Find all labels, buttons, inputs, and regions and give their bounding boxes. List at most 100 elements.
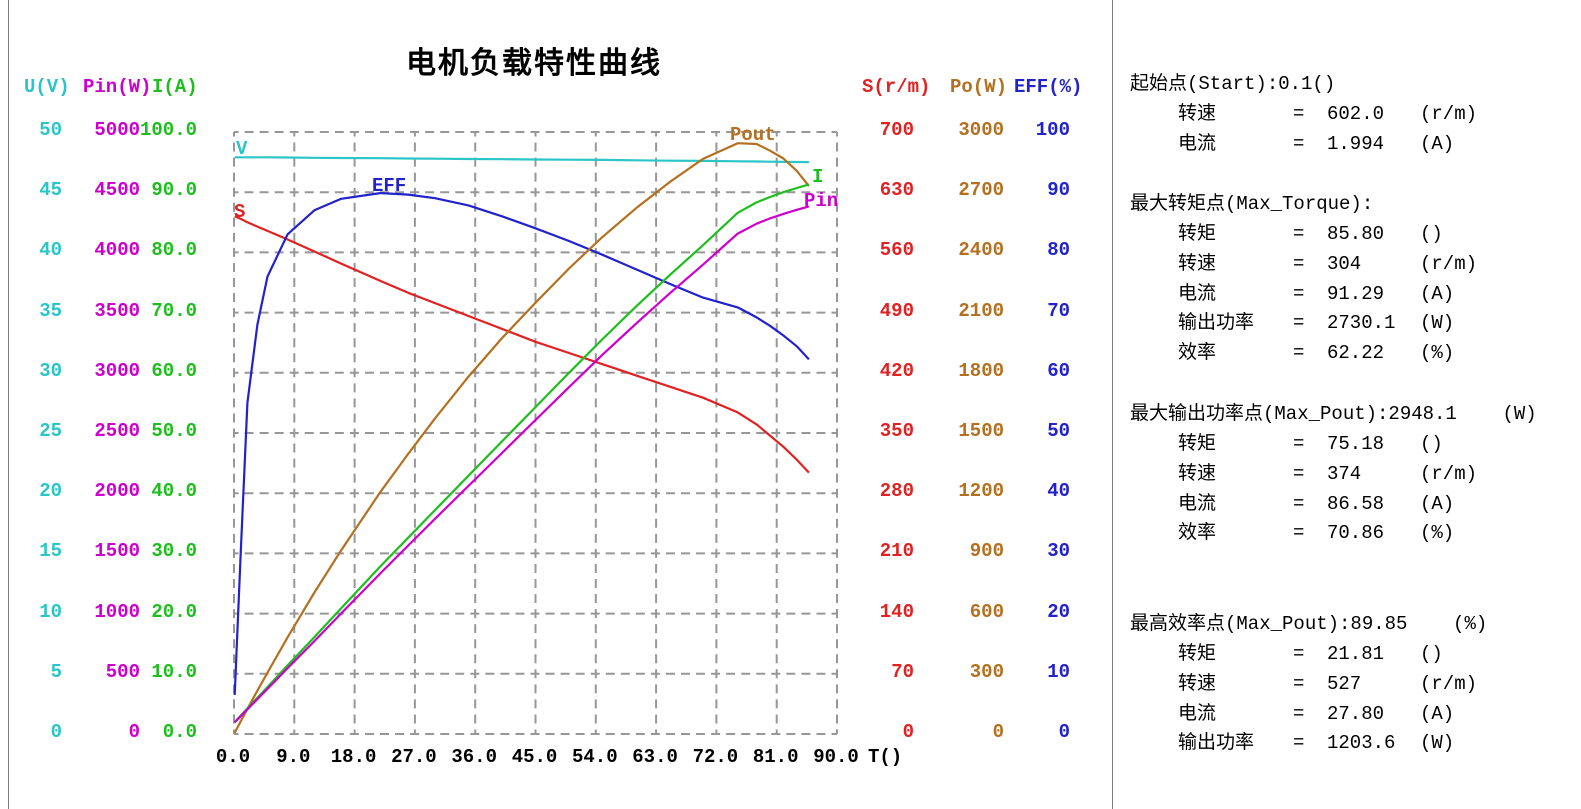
panel-section-title-3: 最高效率点(Max_Pout):89.85 (%) [1130,613,1488,635]
left-axis-value-I(A)-row7: 30.0 [151,540,197,563]
right-axis-value-S(r/m)-row1: 630 [879,179,914,202]
curve-label-EFF: EFF [372,175,407,197]
x-tick-18.0: 18.0 [330,746,377,768]
curve-S [234,215,810,474]
chart-plot-area [233,131,838,740]
right-axis-value-EFF(%)-row9: 10 [1047,660,1070,683]
right-axis-value-Po(W)-row5: 1500 [958,420,1004,442]
x-tick-9.0: 9.0 [276,746,311,768]
x-tick-36.0: 36.0 [451,746,497,768]
stat-value-0-1: 1.994 [1327,132,1385,155]
stat-eq-1-2: = [1293,282,1305,305]
stat-eq-2-3: = [1293,522,1305,545]
stat-eq-1-1: = [1293,252,1305,275]
left-axis-value-I(A)-row2: 80.0 [151,239,197,262]
stat-label-1-0: 转矩 [1178,223,1217,245]
left-axis-value-Pin(W)-row10: 0 [128,721,140,743]
stat-value-3-3: 1203.6 [1327,732,1396,755]
left-axis-value-U(V)-row0: 50 [39,119,62,141]
left-axis-value-Pin(W)-row6: 2000 [94,480,140,503]
stat-value-1-4: 62.22 [1327,342,1385,365]
curve-Pout [233,142,810,734]
left-axis-value-U(V)-row3: 35 [39,299,62,322]
panel-divider [1112,0,1113,809]
curve-Pin [233,205,810,724]
stat-unit-3-1: (r/m) [1420,672,1478,695]
left-axis-value-I(A)-row10: 0.0 [162,721,197,743]
right-axis-value-Po(W)-row7: 900 [969,540,1004,563]
left-axis-value-U(V)-row2: 40 [39,239,62,262]
stat-value-3-1: 527 [1327,672,1362,695]
x-tick-63.0: 63.0 [632,746,678,768]
right-axis-value-S(r/m)-row0: 700 [879,119,914,141]
left-axis-value-Pin(W)-row9: 500 [105,660,140,683]
curve-label-Pout: Pout [730,124,776,146]
left-axis-header-I(A): I(A) [152,76,198,98]
right-axis-value-Po(W)-row0: 3000 [958,119,1004,141]
right-axis-value-S(r/m)-row3: 490 [879,299,914,322]
stat-unit-1-1: (r/m) [1420,252,1478,275]
stat-eq-3-3: = [1293,732,1305,755]
stat-eq-1-3: = [1293,312,1305,335]
x-tick-81.0: 81.0 [752,746,799,768]
right-axis-value-Po(W)-row1: 2700 [958,179,1004,202]
right-axis-value-EFF(%)-row1: 90 [1047,179,1070,202]
stat-eq-2-0: = [1293,433,1305,455]
x-tick-45.0: 45.0 [511,746,558,768]
x-tick-72.0: 72.0 [692,746,739,768]
left-axis-header-U(V): U(V) [24,76,70,98]
right-axis-value-EFF(%)-row4: 60 [1047,359,1070,382]
right-axis-value-EFF(%)-row10: 0 [1058,721,1070,743]
left-axis-value-U(V)-row4: 30 [39,359,62,382]
curve-V [234,156,809,164]
stat-value-2-2: 86.58 [1327,492,1385,515]
stat-value-1-1: 304 [1327,252,1362,275]
right-axis-value-S(r/m)-row2: 560 [879,239,914,262]
left-axis-value-I(A)-row9: 10.0 [151,660,197,683]
stat-label-3-2: 电流 [1178,702,1217,725]
right-axis-value-EFF(%)-row2: 80 [1047,239,1070,262]
stat-eq-2-1: = [1293,462,1305,485]
right-axis-value-Po(W)-row4: 1800 [958,359,1004,382]
stat-label-1-1: 转速 [1178,252,1217,275]
stat-label-3-1: 转速 [1178,672,1217,695]
right-axis-value-S(r/m)-row9: 70 [891,660,914,683]
left-axis-value-I(A)-row0: 100.0 [140,119,198,141]
stat-unit-2-0: () [1420,433,1443,455]
left-axis-value-Pin(W)-row8: 1000 [94,600,140,623]
stat-value-2-3: 70.86 [1327,522,1385,545]
stat-eq-3-0: = [1293,643,1305,665]
chart-svg [233,131,838,735]
right-axis-value-Po(W)-row10: 0 [992,721,1004,743]
stat-unit-2-1: (r/m) [1420,462,1478,485]
left-axis-value-U(V)-row5: 25 [39,420,62,442]
stat-unit-1-2: (A) [1420,282,1455,305]
x-tick-27.0: 27.0 [391,746,437,768]
stat-eq-1-0: = [1293,223,1305,245]
left-axis-value-U(V)-row10: 0 [50,721,62,743]
left-axis-value-U(V)-row9: 5 [50,660,62,683]
left-axis-value-I(A)-row5: 50.0 [151,420,197,442]
left-axis-value-Pin(W)-row1: 4500 [94,179,140,202]
stat-value-0-0: 602.0 [1327,103,1385,125]
stat-unit-0-1: (A) [1420,132,1455,155]
x-tick-54.0: 54.0 [571,746,618,768]
left-axis-value-U(V)-row6: 20 [39,480,62,503]
stat-label-2-0: 转矩 [1178,433,1217,455]
stat-label-1-4: 效率 [1178,342,1217,365]
right-axis-header-Po(W): Po(W) [950,76,1008,98]
right-axis-value-Po(W)-row8: 600 [969,600,1004,623]
stat-unit-3-3: (W) [1420,732,1455,755]
stat-value-3-2: 27.80 [1327,702,1385,725]
left-axis-value-Pin(W)-row2: 4000 [94,239,140,262]
right-axis-value-S(r/m)-row6: 280 [879,480,914,503]
right-axis-value-S(r/m)-row8: 140 [879,600,914,623]
curve-label-S: S [234,201,246,223]
left-axis-value-I(A)-row3: 70.0 [151,299,197,322]
curve-label-V: V [236,138,248,160]
stat-label-0-0: 转速 [1178,103,1217,125]
left-axis-value-Pin(W)-row3: 3500 [94,299,140,322]
right-axis-value-EFF(%)-row3: 70 [1047,299,1070,322]
stat-label-3-0: 转矩 [1178,643,1217,665]
stat-label-2-2: 电流 [1178,492,1217,515]
